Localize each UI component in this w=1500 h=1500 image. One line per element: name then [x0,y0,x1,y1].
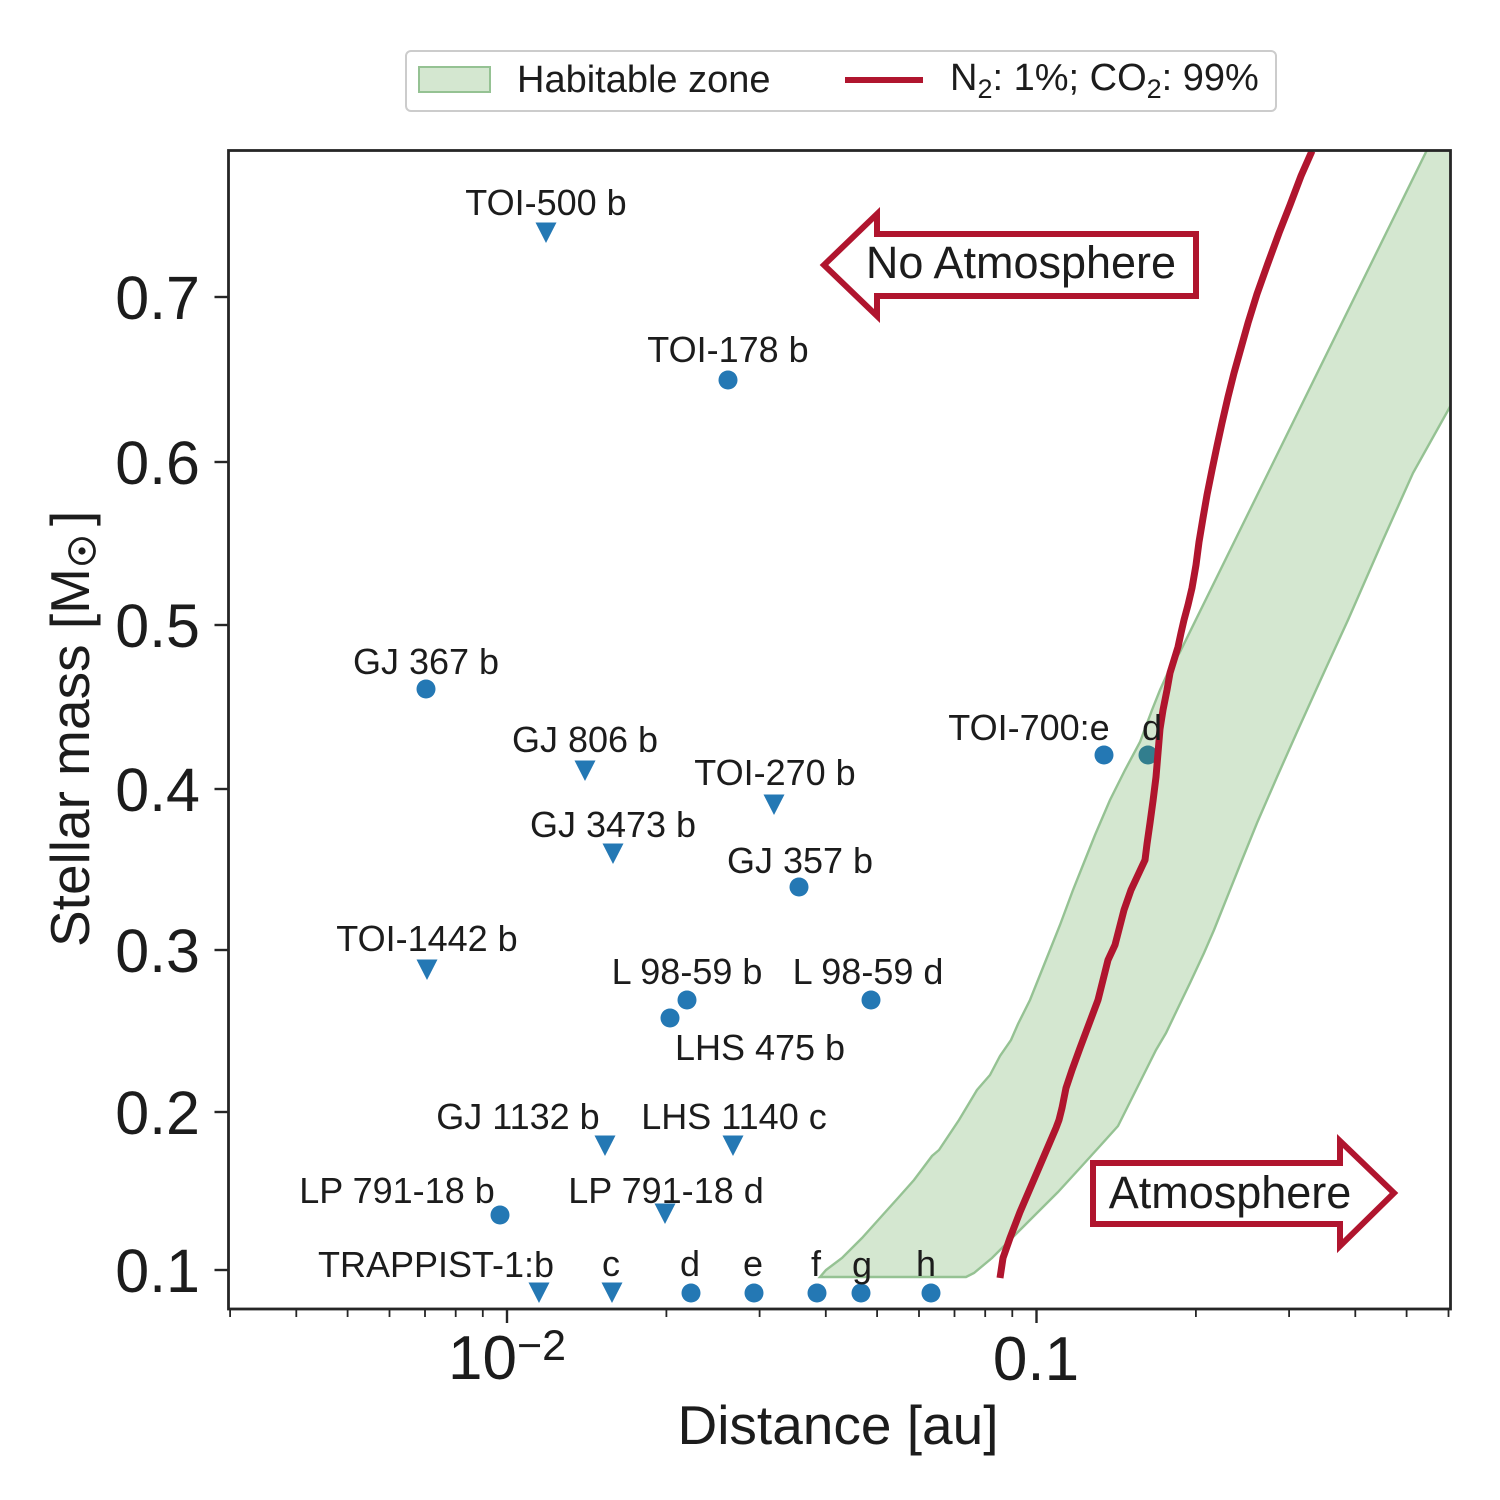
svg-text:0.3: 0.3 [115,917,200,985]
svg-text:]: ] [39,511,101,526]
svg-text:GJ 367 b: GJ 367 b [353,641,499,682]
svg-text:LHS 475 b: LHS 475 b [675,1027,845,1068]
svg-text:LHS 1140 c: LHS 1140 c [641,1096,826,1137]
svg-text:TOI-500 b: TOI-500 b [465,182,626,223]
svg-text:0.7: 0.7 [115,264,200,332]
svg-text:0.5: 0.5 [115,592,200,660]
svg-text:TOI-700:e: TOI-700:e [948,707,1109,748]
svg-text:LP 791-18 d: LP 791-18 d [568,1170,764,1211]
svg-text:c: c [602,1243,620,1284]
svg-text:TRAPPIST-1:b: TRAPPIST-1:b [318,1244,554,1285]
svg-text:0.1: 0.1 [993,1325,1079,1394]
svg-text:0.6: 0.6 [115,429,200,497]
svg-text:Distance [au]: Distance [au] [677,1394,998,1456]
svg-text:Stellar mass [M: Stellar mass [M [39,568,101,947]
svg-text:0.2: 0.2 [115,1079,200,1147]
svg-text:e: e [743,1243,763,1284]
svg-text:L 98-59 b: L 98-59 b [612,951,763,992]
svg-text:TOI-178 b: TOI-178 b [647,329,808,370]
svg-text:d: d [680,1243,700,1284]
svg-text:GJ 1132 b: GJ 1132 b [436,1096,599,1137]
svg-text:LP 791-18 b: LP 791-18 b [299,1170,495,1211]
svg-text:g: g [852,1244,872,1285]
svg-text:0.4: 0.4 [115,756,200,824]
svg-text:0.1: 0.1 [115,1237,200,1305]
svg-text:Habitable zone: Habitable zone [517,59,771,101]
svg-text:GJ 3473 b: GJ 3473 b [530,804,696,845]
svg-text:No Atmosphere: No Atmosphere [866,237,1176,288]
svg-text:GJ 806 b: GJ 806 b [512,719,658,760]
svg-text:TOI-1442 b: TOI-1442 b [336,918,517,959]
svg-text:d: d [1142,707,1162,748]
svg-text:L 98-59 d: L 98-59 d [793,951,944,992]
svg-text:N2: 1%; CO2: 99%: N2: 1%; CO2: 99% [950,57,1259,104]
svg-text:Atmosphere: Atmosphere [1109,1167,1352,1218]
svg-text:TOI-270 b: TOI-270 b [694,752,855,793]
svg-text:GJ 357 b: GJ 357 b [727,840,873,881]
svg-text:h: h [916,1243,936,1284]
svg-text:f: f [811,1243,822,1284]
